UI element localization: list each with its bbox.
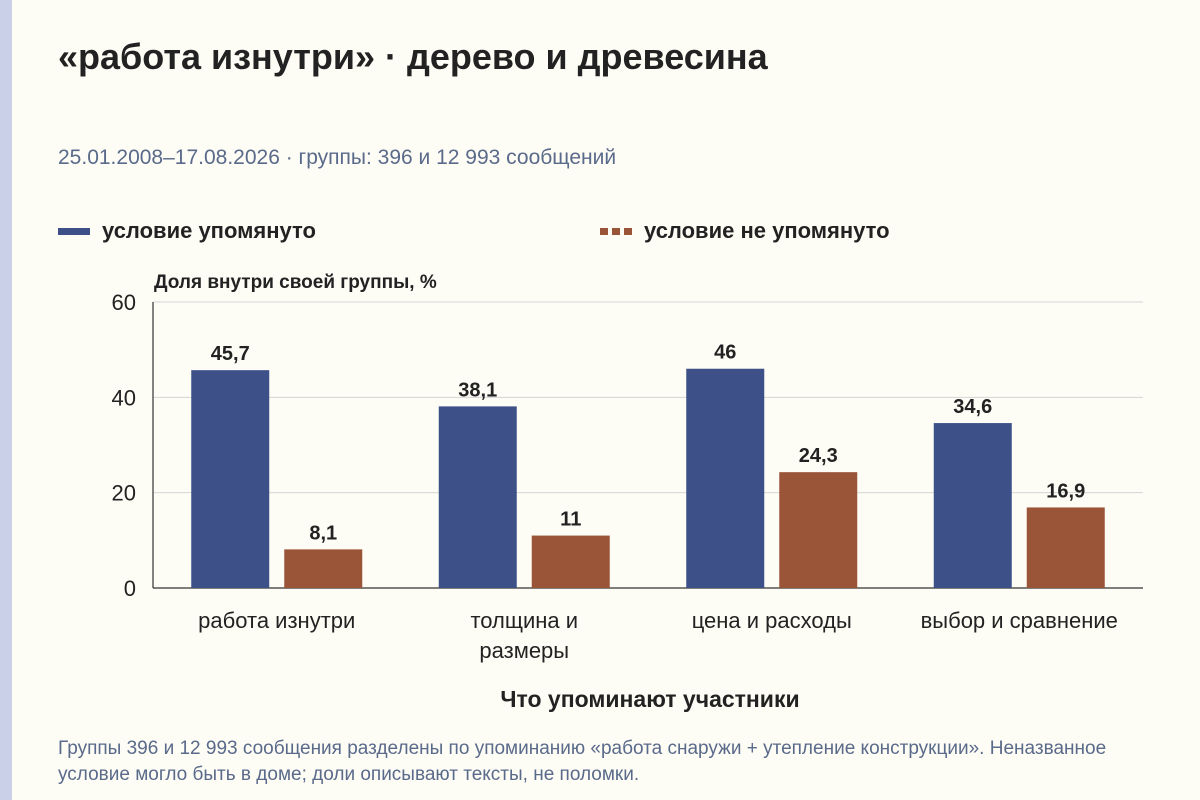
bar-not-mentioned (284, 549, 363, 588)
bar-not-mentioned (779, 472, 858, 588)
data-label: 11 (560, 509, 581, 531)
legend-item-not-mentioned: условие не упомянуто (600, 218, 890, 244)
bar-mentioned (686, 368, 765, 588)
data-label: 38,1 (458, 379, 497, 401)
legend-swatch-not-mentioned (600, 227, 632, 235)
left-accent-strip (0, 0, 12, 800)
y-tick-label: 60 (112, 290, 136, 315)
y-axis-title: Доля внутри своей группы, % (154, 272, 437, 293)
data-label: 45,7 (211, 343, 250, 365)
chart-subtitle: 25.01.2008–17.08.2026 · группы: 396 и 12… (58, 146, 617, 169)
legend-swatch-mentioned (58, 227, 90, 235)
x-tick-label: толщина и (470, 608, 578, 633)
bar-not-mentioned (531, 535, 610, 588)
x-tick-label: цена и расходы (692, 608, 852, 633)
legend-item-mentioned: условие упомянуто (58, 218, 316, 244)
y-tick-label: 0 (124, 576, 136, 601)
legend-label-not-mentioned: условие не упомянуто (644, 218, 890, 243)
bar-not-mentioned (1026, 507, 1105, 588)
x-tick-label: выбор и сравнение (921, 608, 1118, 633)
chart-title: «работа изнутри» · дерево и древесина (58, 36, 768, 77)
data-label: 46 (714, 342, 736, 364)
data-label: 16,9 (1046, 480, 1085, 502)
legend-label-mentioned: условие упомянуто (102, 218, 316, 243)
footnote: Группы 396 и 12 993 сообщения разделены … (58, 738, 1107, 785)
y-tick-label: 40 (112, 385, 136, 410)
x-tick-label: размеры (479, 638, 569, 663)
bar-mentioned (438, 406, 517, 588)
bar-mentioned (191, 370, 270, 588)
x-tick-label: работа изнутри (198, 608, 355, 633)
data-label: 34,6 (953, 396, 992, 418)
bar-mentioned (933, 423, 1012, 588)
data-label: 24,3 (799, 445, 838, 467)
data-label: 8,1 (309, 522, 337, 544)
y-tick-label: 20 (112, 481, 136, 506)
x-axis-title: Что упоминают участники (500, 686, 800, 712)
